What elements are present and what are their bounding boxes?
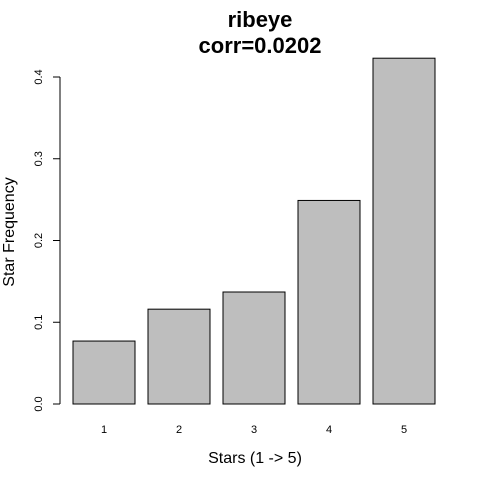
y-tick-label: 0.3: [33, 151, 45, 166]
chart-title: ribeye: [228, 7, 293, 32]
y-axis-ticks: 0.0 0.1 0.2 0.3 0.4: [33, 69, 60, 412]
bar-3: [222, 291, 286, 405]
x-tick-label: 5: [401, 424, 407, 436]
bar-1: [72, 340, 136, 405]
chart-subtitle: corr=0.0202: [199, 33, 322, 58]
x-axis-ticks: 1 2 3 4 5: [101, 424, 407, 436]
y-tick-label: 0.4: [33, 69, 45, 84]
bars-group: [72, 57, 436, 405]
bar-4: [297, 199, 361, 405]
x-tick-label: 1: [101, 424, 107, 436]
x-tick-label: 2: [176, 424, 182, 436]
y-axis-label: Star Frequency: [1, 177, 18, 286]
y-tick-label: 0.1: [33, 315, 45, 330]
bar-5: [372, 57, 436, 405]
x-tick-label: 3: [251, 424, 257, 436]
y-tick-label: 0.0: [33, 396, 45, 411]
y-tick-label: 0.2: [33, 233, 45, 248]
bar-2: [147, 308, 211, 405]
x-tick-label: 4: [326, 424, 332, 436]
x-axis-label: Stars (1 -> 5): [208, 450, 302, 467]
